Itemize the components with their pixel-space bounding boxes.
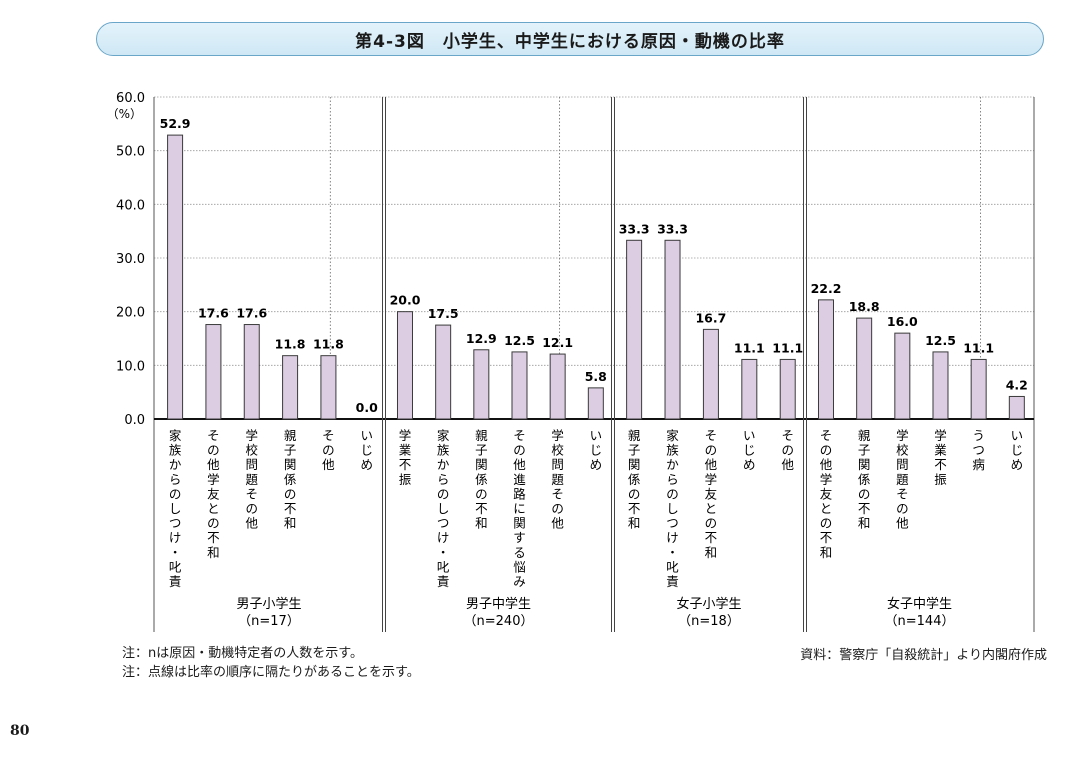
category-label: いじめ bbox=[590, 428, 603, 472]
data-label: 0.0 bbox=[356, 400, 378, 415]
data-label: 22.2 bbox=[811, 281, 842, 296]
category-label: 学業不振 bbox=[934, 428, 947, 487]
category-label: その他学友との不和 bbox=[820, 428, 833, 560]
y-tick-label: 30.0 bbox=[116, 252, 145, 267]
bar bbox=[817, 299, 834, 420]
data-label: 12.5 bbox=[504, 333, 535, 348]
bar bbox=[396, 311, 413, 420]
category-label: 親子関係の不和 bbox=[284, 428, 297, 531]
bar bbox=[741, 358, 758, 420]
bar bbox=[779, 358, 796, 420]
data-label: 4.2 bbox=[1006, 377, 1028, 392]
chart-title: 第4-3図 小学生、中学生における原因・動機の比率 bbox=[96, 22, 1044, 56]
group-name: 女子小学生 bbox=[676, 596, 741, 612]
page-number: 80 bbox=[10, 723, 30, 739]
data-label: 18.8 bbox=[849, 299, 880, 314]
bar bbox=[626, 239, 643, 420]
data-label: 16.7 bbox=[695, 310, 726, 325]
bar bbox=[549, 353, 566, 420]
notes: 注：nは原因・動機特定者の人数を示す。 注：点線は比率の順序に隔たりがあることを… bbox=[122, 644, 420, 682]
data-label: 16.0 bbox=[887, 314, 918, 329]
data-label: 11.1 bbox=[963, 340, 994, 355]
y-tick-label: 10.0 bbox=[116, 359, 145, 374]
data-label: 12.5 bbox=[925, 333, 956, 348]
data-label: 52.9 bbox=[160, 116, 191, 131]
category-label: 学業不振 bbox=[399, 428, 412, 487]
note-2: 注：点線は比率の順序に隔たりがあることを示す。 bbox=[122, 665, 420, 680]
category-label: いじめ bbox=[1011, 428, 1024, 472]
group-count: （n=17） bbox=[238, 614, 300, 629]
category-label: その他 bbox=[781, 428, 794, 472]
data-label: 17.5 bbox=[428, 306, 459, 321]
category-label: その他学友との不和 bbox=[705, 428, 718, 560]
category-label: 親子関係の不和 bbox=[628, 428, 641, 531]
category-label: その他学友との不和 bbox=[207, 428, 220, 560]
bar bbox=[205, 324, 222, 420]
category-label: 親子関係の不和 bbox=[858, 428, 871, 531]
category-label: その他 bbox=[322, 428, 335, 472]
bar bbox=[970, 358, 987, 420]
group-name: 男子小学生 bbox=[236, 596, 301, 612]
group-name: 男子中学生 bbox=[466, 596, 531, 612]
group-name: 女子中学生 bbox=[887, 596, 952, 612]
y-tick-label: 50.0 bbox=[116, 145, 145, 160]
bar bbox=[435, 324, 452, 420]
category-label: うつ病 bbox=[972, 428, 985, 472]
data-label: 5.8 bbox=[585, 369, 607, 384]
bar bbox=[856, 317, 873, 420]
bar bbox=[243, 324, 260, 420]
source-note: 資料：警察庁「自殺統計」より内閣府作成 bbox=[800, 648, 1047, 663]
bar bbox=[1008, 395, 1025, 420]
category-label: 学校問題その他 bbox=[551, 428, 564, 531]
group-count: （n=18） bbox=[678, 614, 740, 629]
bar bbox=[167, 134, 184, 420]
bar-chart: 0.0 10.0 20.0 30.0 40.0 50.0 60.0（%） 52.9 家族からのし… bbox=[107, 91, 1035, 632]
data-label: 11.8 bbox=[275, 337, 306, 352]
y-tick-label: 20.0 bbox=[116, 306, 145, 321]
note-1: 注：nは原因・動機特定者の人数を示す。 bbox=[122, 646, 363, 661]
bar bbox=[894, 332, 911, 420]
data-label: 17.6 bbox=[198, 306, 229, 321]
category-label: 家族からのしつけ・叱責 bbox=[169, 428, 182, 589]
data-label: 11.8 bbox=[313, 337, 344, 352]
category-label: 家族からのしつけ・叱責 bbox=[437, 428, 450, 589]
y-tick-label: 40.0 bbox=[116, 198, 145, 213]
category-label: 家族からのしつけ・叱責 bbox=[666, 428, 679, 589]
data-label: 17.6 bbox=[236, 306, 267, 321]
data-label: 33.3 bbox=[657, 221, 688, 236]
category-label: いじめ bbox=[360, 428, 373, 472]
category-label: その他進路に関する悩み bbox=[513, 428, 526, 589]
bar bbox=[664, 239, 681, 420]
bar bbox=[320, 355, 337, 420]
category-label: 学校問題その他 bbox=[245, 428, 258, 531]
group-count: （n=144） bbox=[885, 614, 955, 629]
bar bbox=[282, 355, 299, 420]
data-label: 11.1 bbox=[734, 340, 765, 355]
category-label: いじめ bbox=[743, 428, 756, 472]
category-label: 親子関係の不和 bbox=[475, 428, 488, 531]
y-tick-label: 60.0 bbox=[116, 91, 145, 106]
y-tick-label: 0.0 bbox=[124, 413, 145, 428]
data-label: 12.9 bbox=[466, 331, 497, 346]
bar bbox=[511, 351, 528, 420]
bar bbox=[932, 351, 949, 420]
data-label: 12.1 bbox=[542, 335, 573, 350]
bar bbox=[473, 349, 490, 420]
data-label: 33.3 bbox=[619, 221, 650, 236]
data-label: 20.0 bbox=[390, 293, 421, 308]
y-axis-unit: （%） bbox=[107, 107, 142, 121]
data-label: 11.1 bbox=[772, 340, 803, 355]
bar bbox=[587, 387, 604, 420]
category-label: 学校問題その他 bbox=[896, 428, 909, 531]
bar bbox=[702, 328, 719, 420]
group-count: （n=240） bbox=[464, 614, 534, 629]
